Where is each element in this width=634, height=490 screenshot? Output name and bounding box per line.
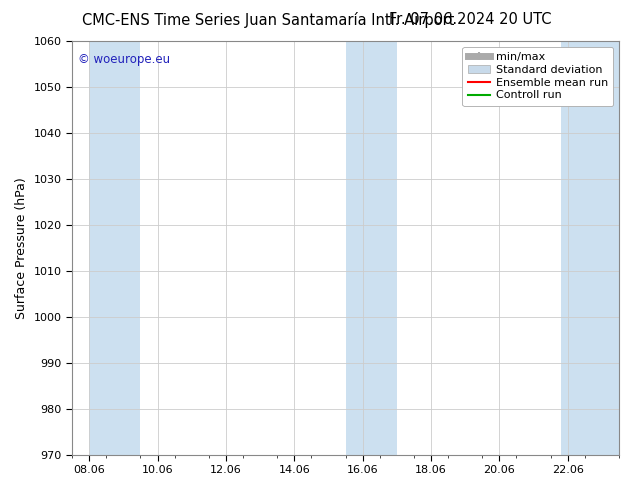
Text: © woeurope.eu: © woeurope.eu [77,53,170,67]
Bar [561,41,619,455]
Legend: min/max, Standard deviation, Ensemble mean run, Controll run: min/max, Standard deviation, Ensemble me… [462,47,614,106]
Bar [89,41,141,455]
Bar [346,41,397,455]
Text: CMC-ENS Time Series Juan Santamaría Intl. Airport: CMC-ENS Time Series Juan Santamaría Intl… [82,12,455,28]
Y-axis label: Surface Pressure (hPa): Surface Pressure (hPa) [15,177,28,318]
Text: Fr. 07.06.2024 20 UTC: Fr. 07.06.2024 20 UTC [389,12,552,27]
